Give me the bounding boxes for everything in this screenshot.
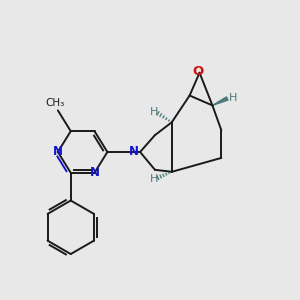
Text: H: H xyxy=(150,174,158,184)
Text: H: H xyxy=(229,94,237,103)
Text: H: H xyxy=(150,107,158,117)
Text: N: N xyxy=(129,146,139,158)
Text: CH₃: CH₃ xyxy=(45,98,64,108)
Text: N: N xyxy=(53,146,63,158)
Text: O: O xyxy=(192,65,203,78)
Polygon shape xyxy=(212,97,228,105)
Text: N: N xyxy=(89,166,100,179)
